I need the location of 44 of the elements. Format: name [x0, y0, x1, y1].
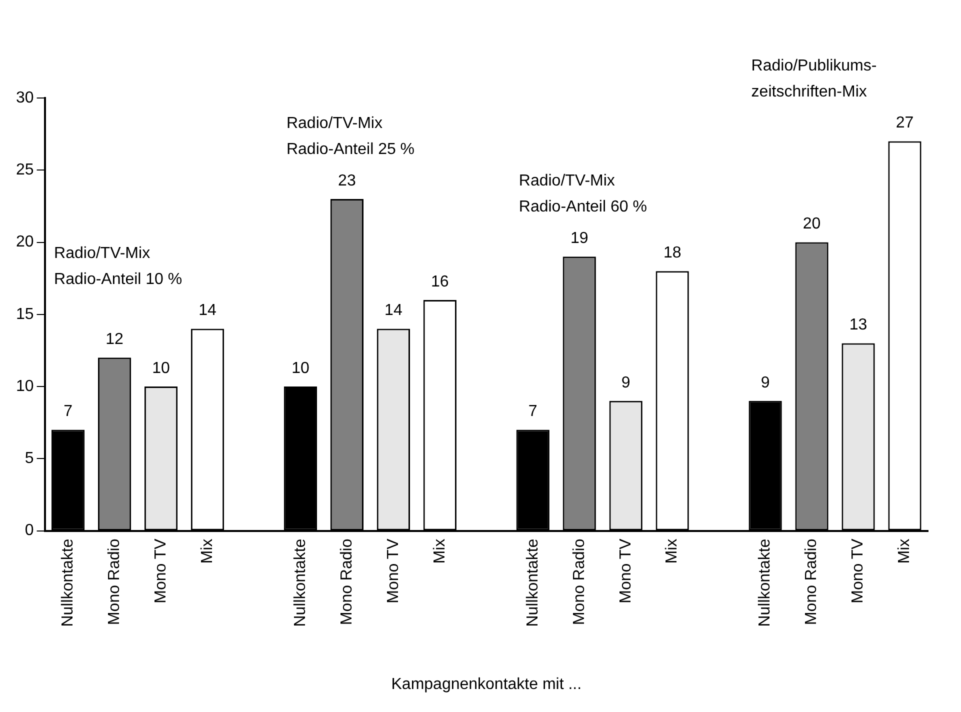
x-tick-label: Mono TV: [850, 538, 867, 604]
data-label: 7: [64, 403, 73, 420]
x-tick-label: Nullkontakte: [756, 538, 774, 627]
x-tick-label: Mix: [896, 538, 914, 564]
data-label: 18: [663, 244, 682, 262]
x-tick-label: Mono Radio: [106, 538, 123, 626]
annotation: Radio/Publikums- zeitschriften-Mix: [751, 57, 877, 100]
x-tick-label: Mix: [664, 538, 681, 564]
y-tick-label: 20: [16, 234, 34, 251]
x-tick-label: Mono TV: [617, 538, 634, 604]
data-label: 7: [528, 403, 538, 420]
x-tick-label: Mix: [198, 538, 216, 564]
data-label: 20: [802, 216, 821, 233]
x-tick-label: Nullkontakte: [292, 538, 309, 627]
x-tick-label: Nullkontakte: [59, 538, 76, 627]
data-label: 10: [292, 360, 310, 377]
data-label: 13: [849, 316, 868, 334]
data-label: 10: [152, 360, 170, 377]
data-label: 27: [896, 114, 914, 132]
annotation: Radio/TV-Mix Radio-Anteil 10 %: [54, 244, 182, 288]
data-label: 14: [198, 302, 216, 320]
y-tick-label: 5: [24, 450, 34, 468]
data-label: 23: [338, 172, 356, 190]
y-tick-label: 15: [16, 306, 34, 323]
x-tick-label: Mono Radio: [570, 538, 588, 626]
y-tick-label: 30: [16, 89, 34, 106]
x-tick-label: Mono Radio: [338, 538, 356, 626]
annotation: Radio/TV-Mix Radio-Anteil 25 %: [286, 114, 415, 158]
x-axis-title: Kampagnenkontakte mit ...: [391, 676, 582, 693]
y-tick-label: 0: [24, 522, 34, 540]
data-label: 14: [384, 302, 402, 320]
x-tick-label: Mono TV: [384, 538, 402, 604]
data-label: 9: [621, 374, 630, 392]
data-label: 9: [760, 374, 770, 392]
x-tick-label: Nullkontakte: [524, 538, 542, 627]
annotation: Radio/TV-Mix Radio-Anteil 60 %: [518, 172, 647, 216]
data-label: 19: [570, 230, 588, 248]
data-label: 16: [431, 273, 449, 290]
x-tick-label: Mix: [431, 538, 448, 564]
x-tick-label: Mono Radio: [803, 538, 820, 626]
y-tick-label: 10: [16, 378, 34, 395]
x-tick-label: Mono TV: [152, 538, 170, 604]
y-tick-label: 25: [16, 162, 34, 179]
data-label: 12: [106, 331, 124, 348]
